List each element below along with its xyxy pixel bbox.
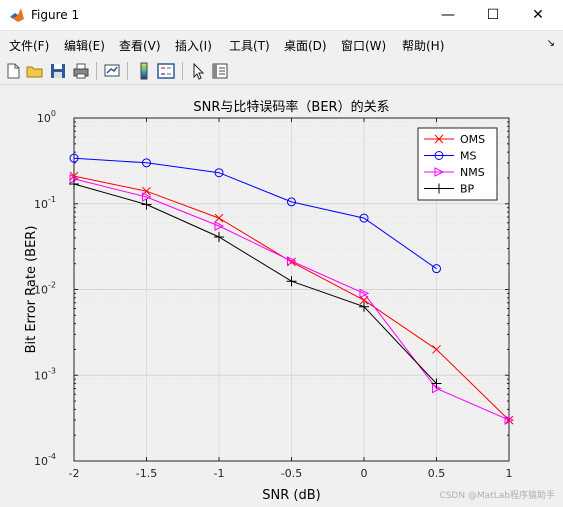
menu-desktop[interactable]: 桌面(D) (284, 39, 327, 53)
data-point-ms (359, 213, 369, 223)
data-point-oms (69, 171, 79, 181)
legend-marker-ms (434, 151, 444, 160)
y-axis-label: Bit Error Rate (BER) (24, 226, 39, 354)
menu-bar: 文件(F) 编辑(E) 查看(V) 插入(I) 工具(T) 桌面(D) 窗口(W… (0, 31, 563, 57)
y-tick-label: 10-4 (34, 452, 56, 468)
data-point-nms (214, 221, 225, 231)
close-icon: ✕ (532, 7, 544, 23)
y-tick-label: 10-2 (34, 281, 56, 297)
y-tick-label: 10-3 (34, 366, 56, 382)
colorbar-icon[interactable] (134, 61, 154, 81)
toolbar-separator (182, 62, 183, 80)
legend-icon[interactable] (156, 61, 176, 81)
close-button[interactable]: ✕ (515, 0, 561, 31)
series-ms (69, 153, 441, 274)
maximize-button[interactable]: ☐ (470, 0, 516, 31)
x-tick-label: 0 (361, 467, 368, 480)
data-point-bp (141, 199, 152, 210)
legend-marker-bp (434, 183, 444, 194)
menu-help[interactable]: 帮助(H) (402, 39, 445, 53)
menu-tools[interactable]: 工具(T) (229, 39, 270, 53)
toolbar-separator (96, 62, 97, 80)
data-point-ms (142, 158, 151, 168)
minimize-icon: — (441, 7, 455, 23)
legend[interactable]: OMS MS NMS BP (417, 127, 498, 201)
chart-title: SNR与比特误码率（BER）的关系 (193, 99, 389, 115)
series-line-bp (73, 183, 437, 384)
data-point-bp (286, 276, 297, 287)
y-tick-label: 10-1 (34, 195, 56, 211)
data-point-nms (287, 256, 297, 266)
link-plot-icon[interactable] (102, 61, 122, 81)
data-point-bp (214, 231, 224, 242)
watermark: CSDN @MatLab程序猿助手 (439, 491, 555, 501)
menu-view[interactable]: 查看(V) (119, 39, 161, 53)
legend-label-oms: OMS (460, 133, 485, 146)
menu-file[interactable]: 文件(F) (9, 39, 50, 53)
legend-marker-oms (434, 134, 444, 144)
x-tick-label: 1 (506, 467, 513, 480)
data-point-oms (214, 213, 224, 223)
legend-label-ms: MS (460, 150, 476, 163)
menu-edit[interactable]: 编辑(E) (64, 39, 105, 53)
save-icon[interactable] (48, 61, 68, 81)
x-tick-label: -2 (69, 467, 80, 480)
menu-window[interactable]: 窗口(W) (341, 39, 387, 53)
data-point-ms (214, 168, 224, 178)
data-point-ms (287, 197, 296, 207)
data-point-nms (504, 415, 515, 425)
figure-toolbar (0, 57, 563, 85)
toolbar-separator (127, 62, 128, 80)
data-point-ms (69, 153, 79, 163)
legend-label-bp: BP (460, 183, 475, 196)
data-point-nms (359, 288, 370, 299)
x-axis-label: SNR (dB) (262, 488, 320, 503)
series-line-ms (73, 157, 437, 270)
x-tick-label: -1 (214, 467, 225, 480)
ber-chart: -2 -1.5 -1 -0.5 0 0.5 1 100 10-1 10-2 10-3 10-4 SNR… (24, 99, 515, 503)
pointer-icon[interactable] (188, 61, 208, 81)
series-group (69, 153, 515, 425)
data-point-bp (69, 178, 79, 189)
figure-canvas: -2 -1.5 -1 -0.5 0 0.5 1 100 10-1 10-2 10-3 10-4 SNR… (0, 86, 563, 507)
data-point-bp (359, 301, 369, 312)
window-title: Figure 1 (31, 8, 80, 22)
matlab-app-icon (10, 8, 24, 22)
print-icon[interactable] (71, 61, 91, 81)
data-point-ms (432, 264, 441, 274)
data-point-bp (431, 378, 442, 389)
maximize-icon: ☐ (486, 7, 500, 23)
legend-marker-nms (434, 167, 445, 177)
x-tick-label: -1.5 (136, 467, 157, 480)
open-file-icon[interactable] (25, 61, 45, 81)
data-point-nms (142, 192, 152, 202)
y-tick-label: 100 (37, 109, 56, 125)
property-inspector-icon[interactable] (210, 61, 230, 81)
data-point-oms (432, 345, 441, 354)
new-figure-icon[interactable] (3, 61, 23, 81)
menu-overflow-arrow-icon[interactable]: ↘ (546, 38, 555, 49)
axis-ticks: -2 -1.5 -1 -0.5 0 0.5 1 100 10-1 10-2 10-3 10-4 (34, 109, 512, 480)
x-tick-label: -0.5 (281, 467, 302, 480)
legend-label-nms: NMS (460, 166, 485, 179)
menu-insert[interactable]: 插入(I) (175, 39, 212, 53)
title-bar: Figure 1 — ☐ ✕ (0, 0, 563, 31)
x-tick-label: 0.5 (428, 467, 446, 480)
minimize-button[interactable]: — (425, 0, 471, 31)
series-bp (69, 178, 442, 389)
